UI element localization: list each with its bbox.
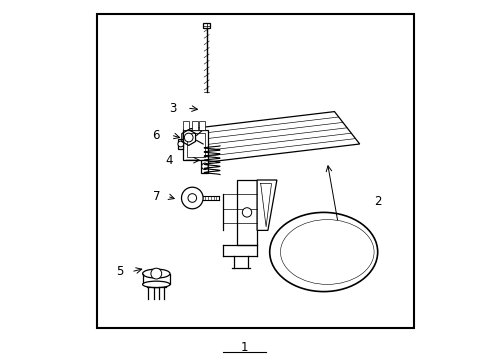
Text: 6: 6 [152, 129, 160, 141]
Text: 5: 5 [116, 265, 124, 278]
Circle shape [181, 187, 203, 209]
Polygon shape [257, 180, 276, 230]
Text: 3: 3 [168, 102, 176, 114]
Circle shape [184, 133, 193, 142]
Ellipse shape [142, 281, 170, 288]
FancyBboxPatch shape [203, 23, 209, 28]
Text: 1: 1 [240, 341, 248, 354]
Polygon shape [183, 112, 359, 162]
Text: 4: 4 [165, 154, 172, 167]
Ellipse shape [142, 269, 170, 278]
Ellipse shape [280, 220, 373, 284]
Bar [97, 14, 413, 328]
Bar [192, 121, 198, 130]
Circle shape [242, 208, 251, 217]
Text: 7: 7 [152, 190, 160, 203]
Bar [183, 121, 189, 130]
Circle shape [201, 163, 208, 170]
Polygon shape [178, 139, 183, 149]
Circle shape [151, 268, 162, 279]
Circle shape [178, 141, 183, 147]
Text: 2: 2 [373, 195, 381, 208]
Polygon shape [201, 160, 208, 173]
Polygon shape [183, 130, 208, 160]
Circle shape [187, 194, 196, 202]
Polygon shape [237, 180, 257, 245]
Bar [199, 121, 205, 130]
Ellipse shape [269, 212, 377, 292]
